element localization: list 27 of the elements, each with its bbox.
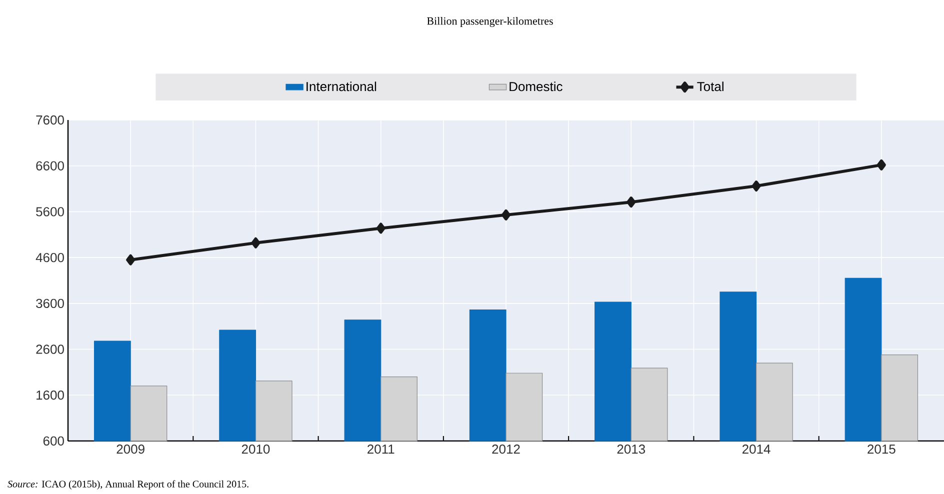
point: [752, 180, 761, 192]
point: [502, 209, 511, 220]
x-tick-label: 2012: [492, 444, 520, 454]
x-tick-label: 2015: [868, 444, 896, 454]
y-tick-label: 6600: [36, 161, 64, 170]
y-tick-label: 1600: [36, 390, 64, 400]
text: Source: ICAO (2015b), Annual Report of the Council 2015.: [8, 480, 248, 490]
point: [126, 254, 136, 266]
y-tick-label: 2600: [36, 344, 64, 354]
y-tick-label: 5600: [36, 207, 64, 216]
y-tick-label: 7600: [36, 115, 64, 125]
x-tick-label: 2010: [242, 444, 270, 454]
point: [251, 237, 260, 248]
legend-label: Domestic: [510, 82, 562, 92]
x-tick-label: 2013: [617, 444, 646, 454]
point: [376, 222, 386, 234]
legend-label: Total: [697, 82, 724, 92]
y-tick-label: 4600: [36, 252, 64, 262]
x-tick-label: 2014: [742, 444, 770, 454]
point: [626, 196, 636, 208]
legend-label: International: [306, 82, 376, 92]
chart-title: Billion passenger-kilometres: [427, 16, 553, 27]
x-tick-label: 2011: [368, 444, 394, 454]
point: [876, 159, 886, 170]
x-tick-label: 2009: [116, 444, 144, 454]
y-tick-label: 600: [43, 436, 64, 446]
y-tick-label: 3600: [36, 298, 64, 308]
